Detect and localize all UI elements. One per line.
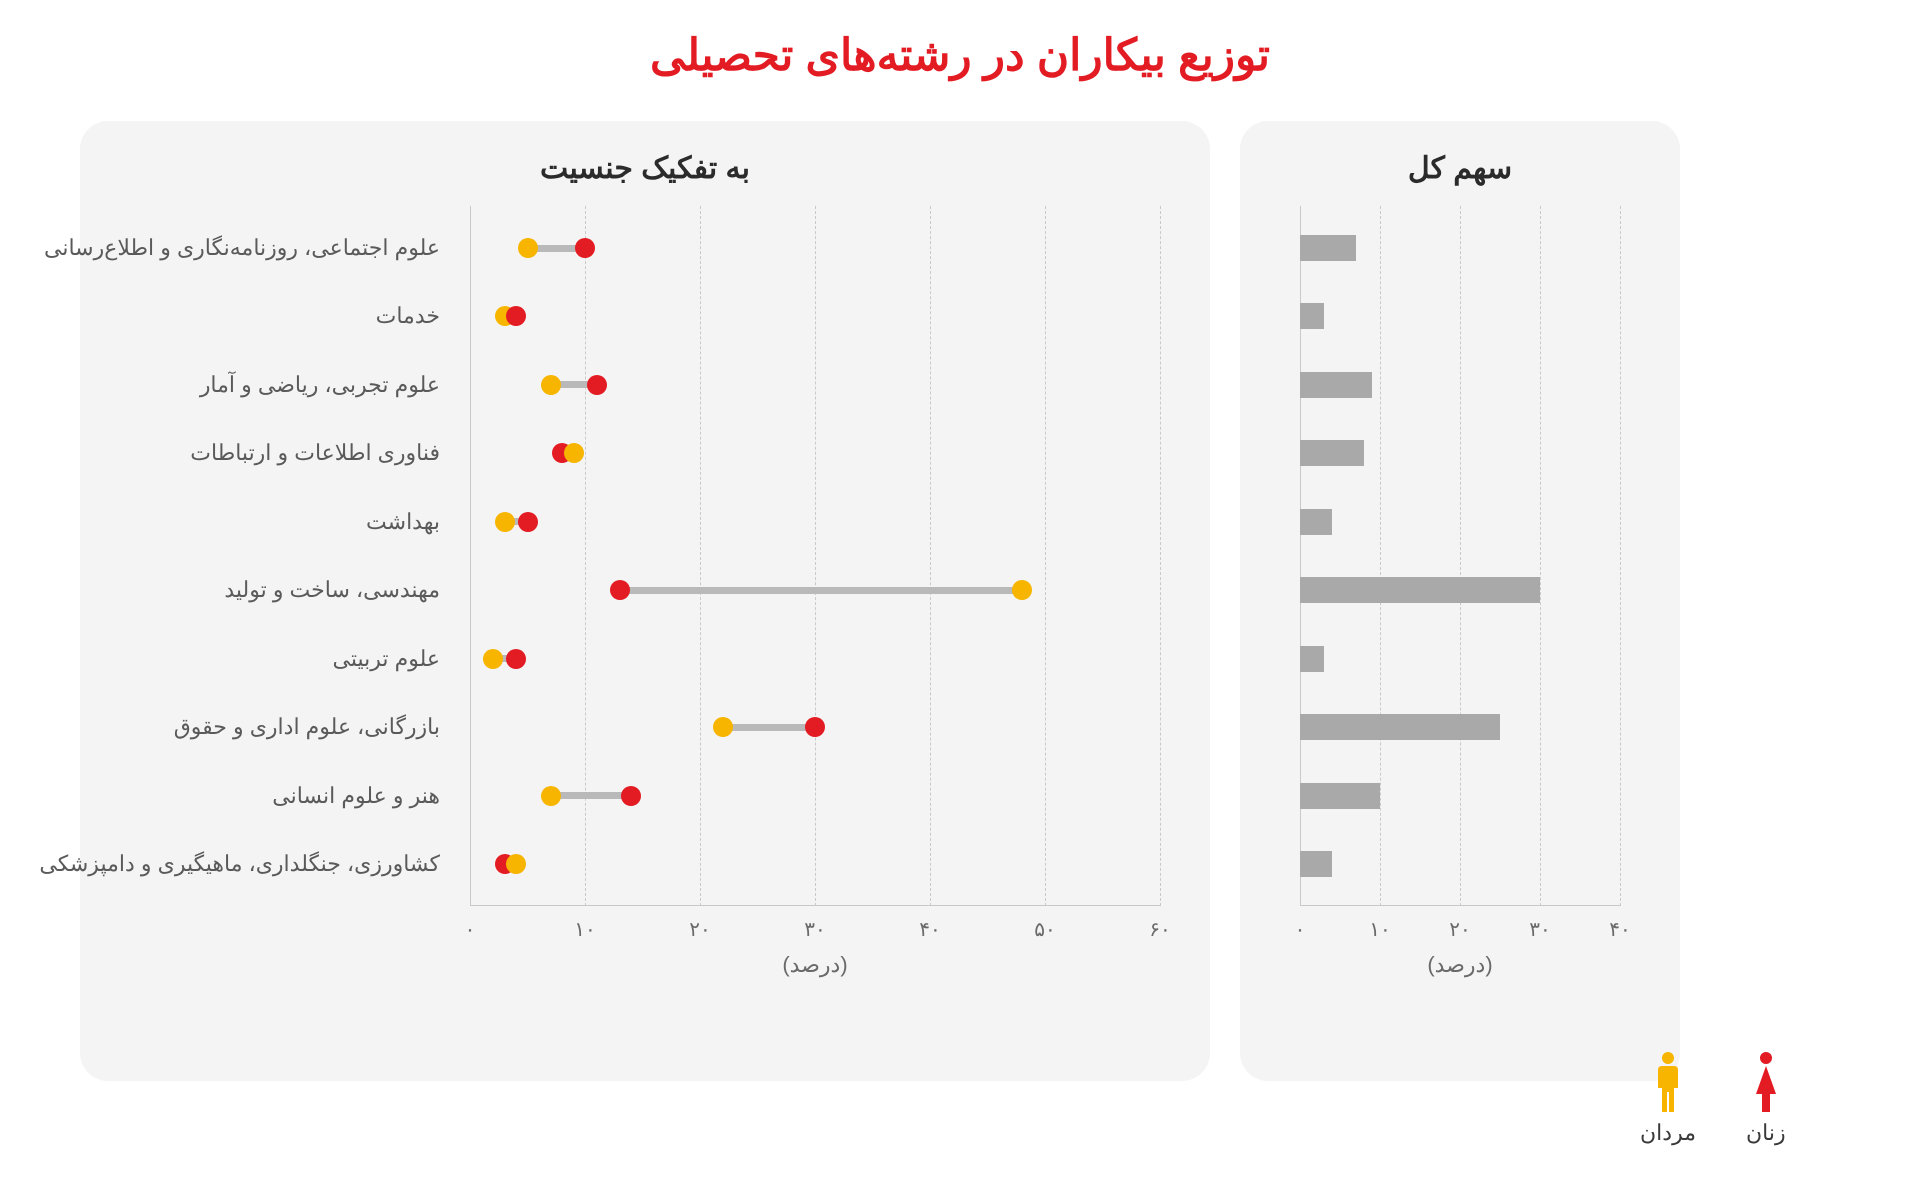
- men-dot: [483, 649, 503, 669]
- person-icon: [1654, 1050, 1682, 1114]
- total-x-tick-label: ۴۰: [1609, 917, 1630, 942]
- women-dot: [587, 375, 607, 395]
- gender-gridline: [1160, 206, 1161, 906]
- men-dot: [541, 786, 561, 806]
- gender-gridline: [1045, 206, 1046, 906]
- men-dot: [518, 238, 538, 258]
- total-bar: [1300, 440, 1364, 466]
- gender-x-tick-label: ۱۰: [574, 917, 595, 942]
- men-dot: [495, 512, 515, 532]
- total-bar: [1300, 235, 1356, 261]
- category-label: فناوری اطلاعات و ارتباطات: [190, 440, 440, 466]
- gender-x-tick-label: ۳۰: [804, 917, 825, 942]
- gender-x-tick-label: ۲۰: [689, 917, 710, 942]
- total-bar: [1300, 646, 1324, 672]
- gender-gridline: [815, 206, 816, 906]
- gender-x-tick-label: ۴۰: [919, 917, 940, 942]
- total-bar: [1300, 577, 1540, 603]
- total-bar: [1300, 714, 1500, 740]
- total-gridline: [1460, 206, 1461, 906]
- total-x-tick-label: ۳۰: [1529, 917, 1550, 942]
- gender-gridline: [585, 206, 586, 906]
- men-dot: [541, 375, 561, 395]
- women-dot: [518, 512, 538, 532]
- women-dot: [610, 580, 630, 600]
- women-dot: [575, 238, 595, 258]
- category-label: بازرگانی، علوم اداری و حقوق: [174, 714, 440, 740]
- gender-labels-column: علوم اجتماعی، روزنامه‌نگاری و اطلاع‌رسان…: [110, 206, 440, 906]
- total-gridline: [1380, 206, 1381, 906]
- main-title: توزیع بیکاران در رشته‌های تحصیلی: [80, 30, 1840, 81]
- total-bar: [1300, 372, 1372, 398]
- gender-plot-area: (درصد) ۰۱۰۲۰۳۰۴۰۵۰۶۰: [470, 206, 1160, 906]
- women-dot: [506, 306, 526, 326]
- men-dot: [1012, 580, 1032, 600]
- total-bar: [1300, 303, 1324, 329]
- total-plot: (درصد) ۰ ۱۰ ۲۰ ۳۰ ۴۰: [1270, 206, 1650, 986]
- men-dot: [506, 854, 526, 874]
- gender-y-axis: [470, 206, 471, 906]
- total-x-tick-label: ۰: [1295, 917, 1306, 942]
- total-bar: [1300, 509, 1332, 535]
- total-gridline: [1620, 206, 1621, 906]
- gender-x-axis-title: (درصد): [782, 952, 847, 978]
- dumbbell-connector: [620, 587, 1023, 594]
- total-x-tick-label: ۱۰: [1369, 917, 1390, 942]
- gender-x-tick-label: ۵۰: [1034, 917, 1055, 942]
- total-bar: [1300, 783, 1380, 809]
- dumbbell-connector: [551, 792, 632, 799]
- gender-panel: به تفکیک جنسیت علوم اجتماعی، روزنامه‌نگا…: [80, 121, 1210, 1081]
- women-dot: [506, 649, 526, 669]
- person-icon: [1752, 1050, 1780, 1114]
- category-label: مهندسی، ساخت و تولید: [224, 577, 440, 603]
- category-label: علوم تربیتی: [332, 646, 440, 672]
- legend-label: زنان: [1746, 1120, 1786, 1146]
- gender-gridline: [700, 206, 701, 906]
- women-dot: [621, 786, 641, 806]
- legend: زنان مردان: [1640, 1050, 1786, 1146]
- total-bar: [1300, 851, 1332, 877]
- gender-plot: علوم اجتماعی، روزنامه‌نگاری و اطلاع‌رسان…: [110, 206, 1180, 986]
- category-label: خدمات: [376, 303, 440, 329]
- gender-panel-title: به تفکیک جنسیت: [110, 151, 1180, 186]
- total-x-tick-label: ۲۰: [1449, 917, 1470, 942]
- figure-root: توزیع بیکاران در رشته‌های تحصیلی سهم کل …: [0, 0, 1920, 1199]
- category-label: هنر و علوم انسانی: [272, 783, 440, 809]
- men-dot: [564, 443, 584, 463]
- category-label: بهداشت: [366, 509, 440, 535]
- total-panel: سهم کل (درصد) ۰ ۱۰ ۲۰ ۳۰ ۴۰: [1240, 121, 1680, 1081]
- total-x-axis-title: (درصد): [1427, 952, 1492, 978]
- gender-gridline: [930, 206, 931, 906]
- legend-label: مردان: [1640, 1120, 1696, 1146]
- legend-item-women: زنان: [1746, 1050, 1786, 1146]
- category-label: کشاورزی، جنگلداری، ماهیگیری و دامپزشکی: [39, 851, 440, 877]
- total-gridline: [1540, 206, 1541, 906]
- legend-item-men: مردان: [1640, 1050, 1696, 1146]
- women-dot: [805, 717, 825, 737]
- gender-x-tick-label: ۶۰: [1149, 917, 1170, 942]
- charts-row: سهم کل (درصد) ۰ ۱۰ ۲۰ ۳۰ ۴۰ به تفکیک جنسیت ع…: [80, 121, 1840, 1081]
- total-panel-title: سهم کل: [1270, 151, 1650, 186]
- men-dot: [713, 717, 733, 737]
- category-label: علوم اجتماعی، روزنامه‌نگاری و اطلاع‌رسان…: [44, 235, 440, 261]
- total-plot-area: (درصد) ۰۱۰۲۰۳۰۴۰: [1300, 206, 1620, 906]
- dumbbell-connector: [723, 724, 815, 731]
- gender-x-tick-label: ۰: [465, 917, 476, 942]
- category-label: علوم تجربی، ریاضی و آمار: [200, 372, 440, 398]
